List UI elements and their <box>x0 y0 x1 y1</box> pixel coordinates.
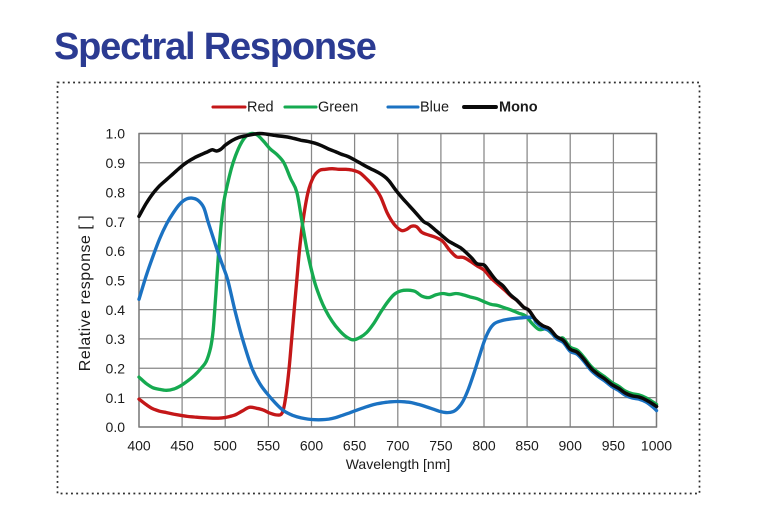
svg-text:Mono: Mono <box>499 100 538 116</box>
svg-text:Red: Red <box>247 100 274 116</box>
svg-text:0.6: 0.6 <box>106 243 126 259</box>
svg-text:1000: 1000 <box>641 438 672 454</box>
svg-text:400: 400 <box>127 438 151 454</box>
svg-text:0.1: 0.1 <box>106 390 126 406</box>
svg-text:0.2: 0.2 <box>106 361 126 377</box>
svg-text:0.9: 0.9 <box>106 155 126 171</box>
svg-text:0.5: 0.5 <box>106 272 126 288</box>
svg-text:Blue: Blue <box>420 100 449 116</box>
svg-text:Wavelength [nm]: Wavelength [nm] <box>346 456 451 472</box>
svg-text:0.8: 0.8 <box>106 184 126 200</box>
svg-text:850: 850 <box>515 438 539 454</box>
svg-text:700: 700 <box>386 438 410 454</box>
svg-text:1.0: 1.0 <box>106 126 126 142</box>
svg-text:600: 600 <box>300 438 324 454</box>
svg-text:950: 950 <box>602 438 626 454</box>
svg-text:450: 450 <box>170 438 194 454</box>
svg-text:550: 550 <box>257 438 281 454</box>
svg-text:0.4: 0.4 <box>106 302 126 318</box>
svg-text:Relative response [ ]: Relative response [ ] <box>77 215 94 371</box>
svg-text:Green: Green <box>318 100 358 116</box>
svg-text:900: 900 <box>559 438 583 454</box>
svg-text:0.3: 0.3 <box>106 331 126 347</box>
svg-text:500: 500 <box>214 438 238 454</box>
svg-text:800: 800 <box>472 438 496 454</box>
svg-text:650: 650 <box>343 438 367 454</box>
svg-text:750: 750 <box>429 438 453 454</box>
svg-text:0.7: 0.7 <box>106 214 126 230</box>
svg-text:0.0: 0.0 <box>106 419 126 435</box>
